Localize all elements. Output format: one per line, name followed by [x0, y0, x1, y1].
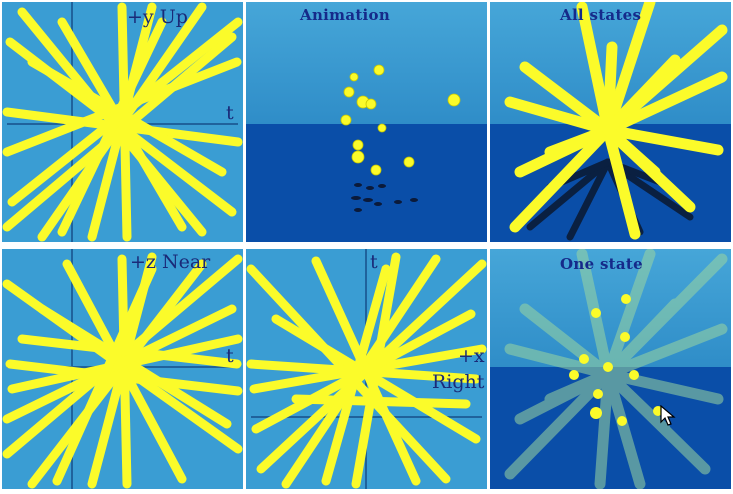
panel-title-animation: Animation [300, 6, 391, 24]
xy-projection-plot [2, 2, 243, 242]
panel-zt-projection: +z Near t [2, 249, 243, 489]
mouse-pointer-icon [660, 405, 676, 426]
axis-label-z-near: +z Near [130, 251, 211, 273]
axis-label-t: t [226, 102, 234, 124]
panel-title-all-states: All states [560, 6, 642, 24]
panel-animation: Animation [246, 2, 487, 242]
panel-tx-projection: t +x Right [246, 249, 487, 489]
one-state-scene [490, 249, 731, 489]
axis-label-t: t [370, 251, 378, 273]
panel-one-state: One state [490, 249, 731, 489]
panel-title-one-state: One state [560, 255, 644, 273]
tx-projection-plot [246, 249, 487, 489]
axis-label-t: t [226, 345, 234, 367]
zt-projection-plot [2, 249, 243, 489]
axis-label-y-up: +y Up [127, 6, 188, 28]
axis-label-x: +x [458, 345, 485, 367]
panel-xy-projection: +y Up t [2, 2, 243, 242]
all-states-scene [490, 2, 731, 242]
panel-all-states: All states [490, 2, 731, 242]
animation-scene [246, 2, 487, 242]
axis-label-right: Right [432, 371, 485, 393]
